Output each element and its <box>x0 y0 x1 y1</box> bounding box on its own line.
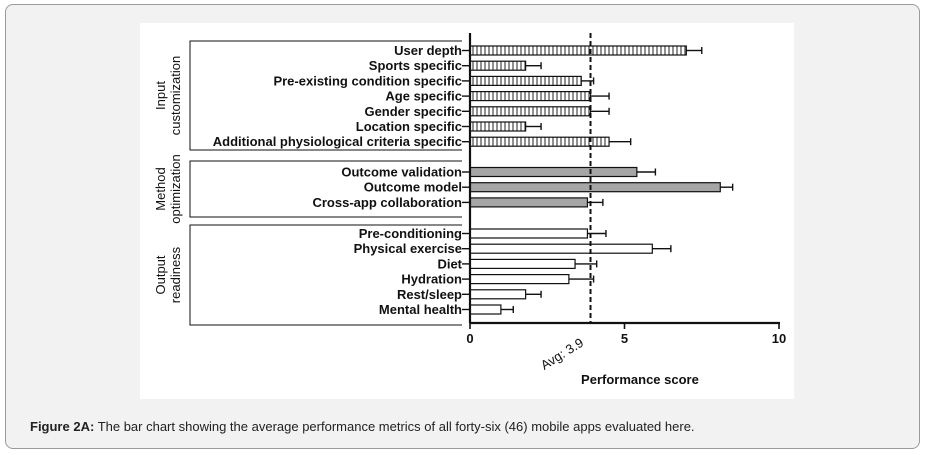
bar <box>469 75 582 87</box>
category-label: Mental health <box>379 302 462 317</box>
category-label: Physical exercise <box>354 241 462 256</box>
bar <box>469 166 638 178</box>
group-label-line: Output <box>153 255 168 294</box>
category-label: Additional physiological criteria specif… <box>213 134 462 149</box>
bar <box>469 258 576 269</box>
category-label: Outcome model <box>364 180 462 195</box>
category-label: Pre-existing condition specific <box>273 73 462 88</box>
group-label-line: readiness <box>168 246 183 303</box>
bar <box>469 243 653 254</box>
group-label: Inputcustomization <box>153 56 183 135</box>
bar <box>469 106 592 117</box>
category-label: Cross-app collaboration <box>312 195 462 210</box>
group-label-line: optimization <box>168 154 183 223</box>
category-label: Rest/sleep <box>397 287 462 302</box>
category-label: Location specific <box>356 119 462 134</box>
bar <box>469 90 592 102</box>
group-label-line: customization <box>168 56 183 135</box>
category-label: Gender specific <box>364 104 462 119</box>
bar <box>469 45 687 56</box>
bar <box>469 197 589 208</box>
category-label: Hydration <box>401 272 462 287</box>
group-bracket <box>189 40 462 151</box>
x-tick-label: 0 <box>466 331 473 346</box>
bar <box>469 121 527 132</box>
bar <box>469 274 570 285</box>
category-label: Outcome validation <box>341 165 462 180</box>
x-tick-label: 5 <box>621 331 628 346</box>
group-label: Methodoptimization <box>153 154 183 223</box>
category-label: Age specific <box>385 89 462 104</box>
caption-label: Figure 2A: <box>30 419 95 434</box>
bar <box>469 289 527 300</box>
category-label: User depth <box>394 43 462 58</box>
x-tick-label: 10 <box>772 331 786 346</box>
chart-area: Inputcustomization User depth Sports speci… <box>140 23 794 399</box>
category-label: Diet <box>437 256 462 271</box>
category-label: Pre-conditioning <box>359 226 462 241</box>
x-axis-label: Performance score <box>581 372 699 387</box>
category-label: Sports specific <box>369 58 462 73</box>
group-bracket <box>189 160 462 218</box>
group-label-line: Input <box>153 81 168 110</box>
bar <box>469 60 527 71</box>
bar <box>469 136 610 147</box>
bar <box>469 182 721 193</box>
figure-frame: Inputcustomization User depth Sports speci… <box>5 4 920 449</box>
average-label: Avg: 3.9 <box>538 335 586 373</box>
group-label: Outputreadiness <box>153 246 183 303</box>
bar <box>469 228 589 239</box>
bar <box>469 304 502 315</box>
group-bracket <box>189 224 462 326</box>
figure-caption: Figure 2A: The bar chart showing the ave… <box>30 419 910 434</box>
caption-text: The bar chart showing the average perfor… <box>97 419 695 434</box>
group-label-line: Method <box>153 167 168 210</box>
